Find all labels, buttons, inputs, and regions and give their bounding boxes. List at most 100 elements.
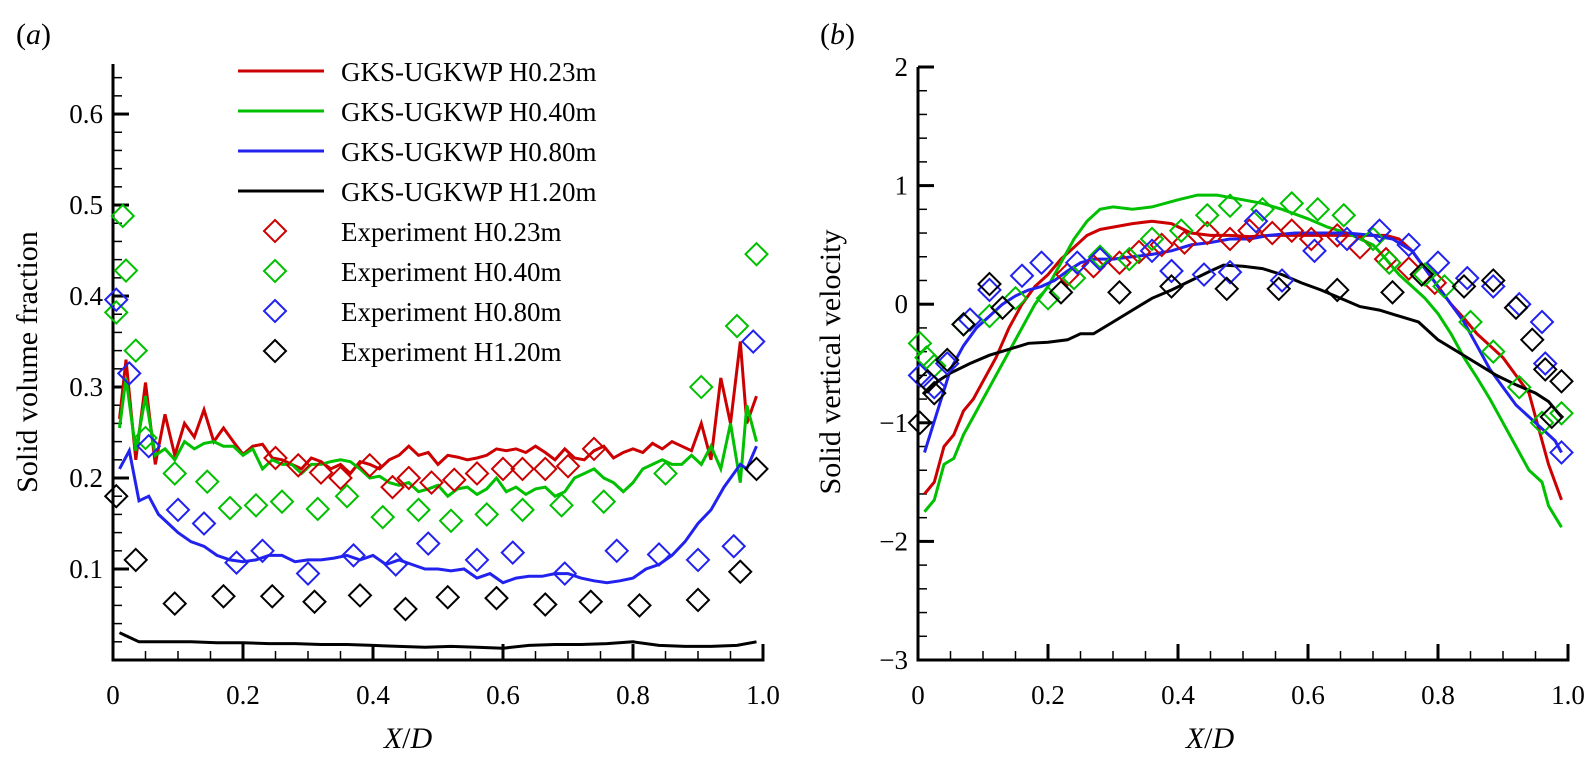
marker-experiment-h0-23m — [581, 436, 607, 462]
panel-b-y-axis-title: Solid vertical velocity — [814, 230, 847, 495]
marker-experiment-h0-40m — [305, 496, 331, 522]
marker-experiment-h1-20m — [393, 596, 418, 622]
marker-experiment-h0-23m — [285, 452, 311, 478]
marker-experiment-h0-80m — [1139, 238, 1165, 264]
marker-experiment-h1-20m — [211, 583, 236, 609]
marker-experiment-h0-80m — [1269, 268, 1295, 293]
marker-experiment-h0-23m — [510, 456, 535, 482]
marker-experiment-h0-80m — [957, 307, 983, 333]
panel-b-x-axis-title: X/D — [1185, 722, 1235, 755]
x-tick-label: 1.0 — [746, 680, 780, 710]
legend-item-gks-ugkwp-h0-23m: GKS-UGKWP H0.23m — [238, 57, 597, 87]
marker-experiment-h1-20m — [1324, 277, 1350, 303]
marker-experiment-h0-40m — [1506, 374, 1532, 400]
marker-experiment-h0-40m — [474, 501, 500, 527]
series-line-gks-ugkwp-h0-80m — [923, 231, 1563, 454]
legend-item-gks-ugkwp-h1-20m: GKS-UGKWP H1.20m — [238, 177, 597, 207]
y-tick-label: 0 — [895, 289, 909, 319]
marker-experiment-h0-40m — [1331, 202, 1357, 228]
y-tick-label: −2 — [879, 526, 908, 556]
marker-experiment-h0-80m — [500, 540, 526, 566]
x-tick-label: 0.8 — [1421, 680, 1455, 710]
marker-experiment-h0-80m — [1159, 258, 1184, 284]
legend-label: GKS-UGKWP H0.80m — [341, 137, 597, 167]
marker-experiment-h0-40m — [1360, 226, 1386, 252]
marker-experiment-h0-23m — [1279, 218, 1305, 244]
x-tick-label: 0 — [911, 680, 925, 710]
marker-experiment-h1-20m — [1409, 262, 1435, 287]
marker-experiment-h0-23m — [1081, 253, 1106, 279]
legend-label: Experiment H0.23m — [341, 217, 561, 247]
marker-experiment-h1-20m — [627, 592, 652, 618]
marker-experiment-h0-80m — [1302, 238, 1327, 264]
marker-experiment-h0-80m — [1506, 291, 1532, 317]
marker-experiment-h0-80m — [136, 433, 162, 459]
marker-experiment-h0-23m — [1126, 239, 1152, 265]
marker-experiment-h0-40m — [549, 492, 574, 518]
marker-experiment-h0-80m — [740, 329, 766, 354]
marker-experiment-h0-23m — [1259, 220, 1285, 246]
marker-experiment-h0-40m — [133, 425, 158, 451]
marker-experiment-h0-40m — [1279, 190, 1305, 216]
marker-experiment-h0-23m — [308, 460, 334, 485]
series-line-gks-ugkwp-h0-23m — [118, 341, 758, 476]
marker-experiment-h0-40m — [1139, 226, 1165, 252]
marker-experiment-h0-40m — [162, 461, 188, 486]
series-line-gks-ugkwp-h0-40m — [923, 193, 1563, 528]
legend-label: Experiment H0.80m — [341, 297, 561, 327]
marker-experiment-h0-23m — [357, 452, 383, 478]
marker-experiment-h1-20m — [727, 559, 753, 585]
marker-experiment-h0-80m — [646, 542, 672, 567]
x-tick-label: 0.4 — [1161, 680, 1195, 710]
marker-experiment-h1-20m — [532, 592, 558, 617]
marker-experiment-h0-40m — [217, 495, 243, 521]
marker-experiment-h0-80m — [383, 552, 409, 577]
y-tick-label: −3 — [879, 645, 908, 675]
y-tick-label: 0.5 — [69, 190, 103, 220]
marker-experiment-h0-80m — [1029, 250, 1054, 276]
series-markers-experiment-h1-20m — [907, 262, 1574, 436]
series-line-gks-ugkwp-h0-23m — [923, 219, 1563, 501]
marker-experiment-h0-23m — [380, 474, 405, 500]
marker-experiment-h0-80m — [1064, 250, 1090, 276]
x-tick-label: 0.2 — [226, 680, 260, 710]
marker-experiment-h0-80m — [1334, 226, 1360, 252]
marker-experiment-h0-80m — [191, 511, 217, 536]
marker-experiment-h0-23m — [1194, 220, 1220, 246]
marker-experiment-h1-20m — [977, 271, 1002, 297]
panel-a-series — [103, 203, 769, 650]
y-tick-label: −1 — [879, 408, 908, 438]
x-tick-label: 0.6 — [1291, 680, 1325, 710]
marker-experiment-h1-20m — [1266, 276, 1292, 302]
legend-item-experiment-h0-80m: Experiment H0.80m — [262, 297, 561, 327]
marker-experiment-h0-80m — [1425, 250, 1451, 276]
marker-experiment-h1-20m — [1549, 368, 1574, 394]
marker-experiment-h1-20m — [578, 589, 604, 615]
marker-experiment-h0-80m — [552, 561, 578, 586]
marker-experiment-h0-80m — [1087, 246, 1113, 272]
marker-experiment-h1-20m — [1519, 327, 1545, 353]
legend-item-experiment-h0-40m: Experiment H0.40m — [262, 257, 561, 287]
marker-experiment-h0-40m — [1376, 250, 1402, 276]
marker-experiment-h0-80m — [224, 550, 249, 576]
marker-experiment-h0-40m — [1458, 309, 1483, 335]
series-markers-experiment-h1-20m — [103, 456, 769, 622]
x-tick-label: 0 — [106, 680, 120, 710]
legend-item-experiment-h0-23m: Experiment H0.23m — [262, 217, 561, 247]
marker-experiment-h0-40m — [1194, 202, 1220, 228]
marker-experiment-h0-23m — [1107, 250, 1132, 276]
marker-experiment-h0-40m — [1116, 246, 1142, 272]
marker-experiment-h0-40m — [744, 241, 769, 267]
marker-experiment-h0-80m — [1549, 440, 1574, 465]
marker-experiment-h0-40m — [1250, 196, 1275, 222]
marker-experiment-h0-23m — [490, 456, 516, 482]
legend-diamond-marker — [262, 218, 288, 244]
panel-b-axes: 0 0.2 0.4 0.6 0.8 1.0 −3 −2 −1 0 1 2 — [879, 52, 1585, 710]
marker-experiment-h0-40m — [653, 461, 678, 486]
marker-experiment-h0-40m — [1168, 218, 1194, 244]
panel-a-legend: GKS-UGKWP H0.23m GKS-UGKWP H0.40m GKS-UGKW… — [238, 57, 597, 367]
legend-diamond-marker — [262, 298, 288, 324]
marker-experiment-h1-20m — [907, 410, 933, 436]
marker-experiment-h1-20m — [744, 456, 769, 482]
